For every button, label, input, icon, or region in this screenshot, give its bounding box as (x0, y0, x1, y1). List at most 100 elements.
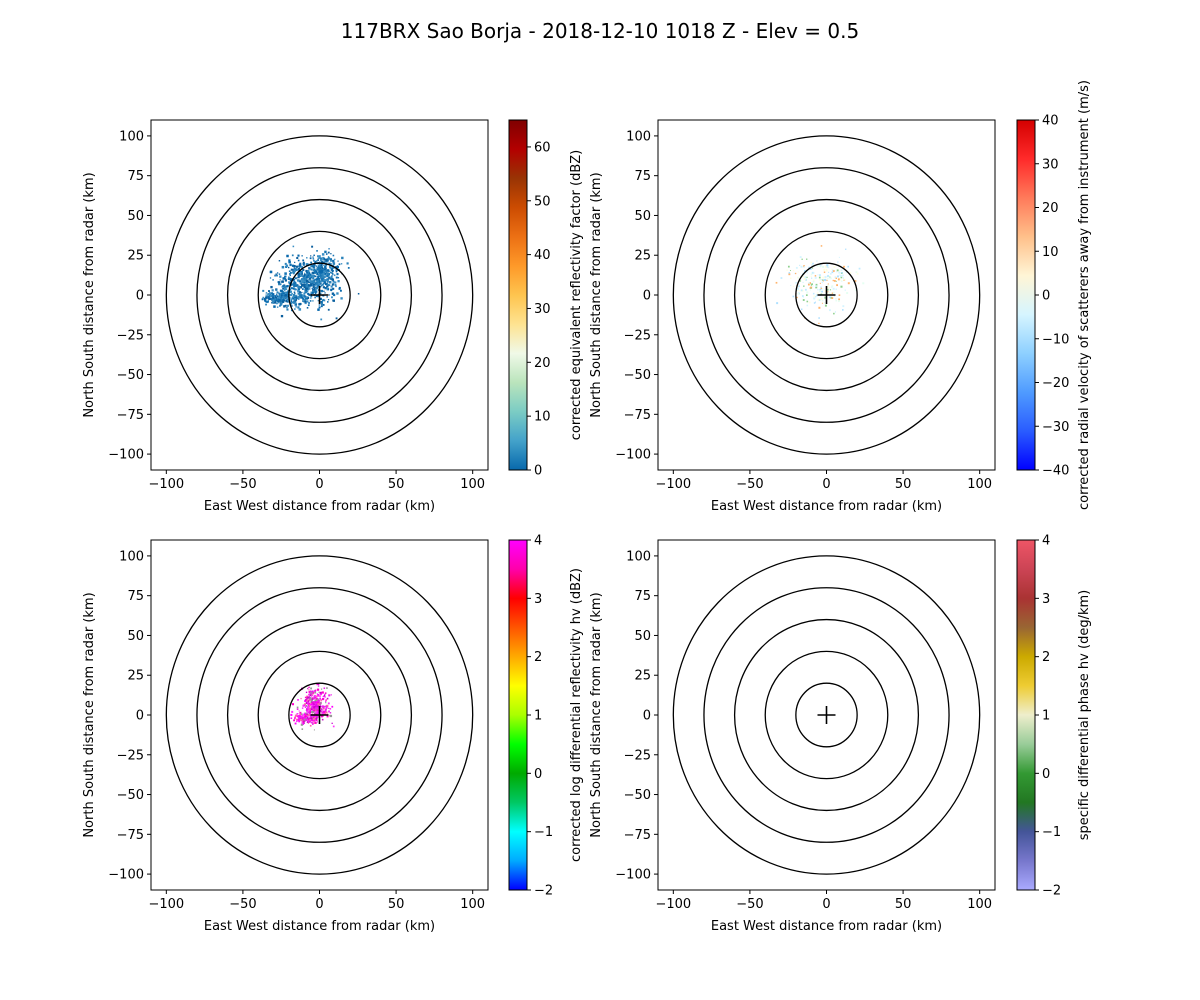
echo-pixel (308, 686, 310, 689)
echo-pixel (290, 298, 293, 301)
echo-pixel (308, 693, 310, 696)
echo-pixel (280, 292, 284, 296)
echo-pixel (305, 287, 308, 290)
echo-pixel (320, 283, 322, 285)
echo-pixel (294, 288, 297, 291)
echo-pixel (318, 700, 320, 703)
x-tick-label: −50 (736, 897, 763, 912)
echo-pixel (314, 708, 316, 710)
echo-pixel (284, 279, 288, 282)
echo-pixel (310, 264, 313, 267)
y-tick-label: −75 (117, 828, 144, 843)
range-ring-100km (672, 555, 981, 875)
y-tick-label: −75 (117, 408, 144, 423)
radar-echoes (775, 245, 865, 325)
echo-pixel (307, 722, 310, 724)
echo-pixel (309, 694, 312, 697)
echo-pixel (814, 301, 817, 303)
echo-pixel (317, 694, 320, 697)
echo-pixel (312, 272, 315, 274)
y-tick-label: 0 (136, 289, 144, 304)
echo-pixel (308, 704, 311, 707)
echo-pixel (326, 273, 328, 276)
range-ring-20km (795, 262, 858, 328)
echo-pixel (291, 301, 294, 304)
echo-pixel (307, 688, 309, 690)
echo-pixel (308, 284, 311, 287)
echo-pixel (312, 693, 314, 695)
echo-pixel (283, 297, 286, 300)
echo-pixel (299, 279, 301, 281)
echo-pixel (314, 292, 317, 295)
y-tick-label: −50 (624, 788, 651, 803)
echo-pixel (827, 277, 829, 280)
echo-pixel (298, 717, 300, 719)
echo-pixel (290, 300, 293, 303)
echo-pixel (320, 289, 324, 293)
echo-pixel (306, 290, 309, 293)
echo-pixel (337, 260, 339, 262)
range-ring-40km (257, 650, 382, 780)
echo-pixel (301, 715, 304, 717)
echo-pixel (312, 279, 315, 282)
colorbar-tick-label: 2 (534, 650, 542, 665)
echo-pixel (304, 715, 307, 718)
echo-pixel (307, 718, 310, 721)
echo-pixel (305, 283, 308, 286)
echo-pixel (835, 299, 837, 302)
echo-pixel (788, 273, 791, 276)
echo-pixel (309, 279, 312, 283)
echo-pixel (309, 698, 311, 701)
echo-pixel (820, 279, 822, 281)
echo-pixel (287, 290, 290, 293)
y-tick-label: −25 (624, 328, 651, 343)
echo-pixel (311, 281, 314, 285)
echo-pixel (822, 265, 824, 268)
echo-pixel (821, 299, 824, 302)
echo-pixel (328, 262, 331, 265)
echo-pixel (331, 722, 333, 724)
echo-pixel (816, 260, 818, 262)
y-tick-label: 50 (634, 209, 651, 224)
echo-pixel (282, 296, 285, 298)
echo-pixel (320, 266, 323, 269)
echo-pixel (307, 714, 310, 716)
echo-pixel (842, 305, 845, 308)
echo-pixel (840, 280, 843, 282)
echo-pixel (292, 301, 295, 304)
echo-pixel (320, 305, 323, 308)
echo-pixel (313, 729, 315, 731)
echo-pixel (304, 703, 306, 705)
echo-pixel (317, 284, 320, 287)
echo-pixel (272, 279, 274, 281)
echo-pixel (278, 273, 281, 275)
echo-pixel (820, 245, 823, 247)
echo-pixel (306, 717, 309, 719)
echo-pixel (338, 286, 341, 289)
x-tick-label: −50 (229, 477, 256, 492)
echo-pixel (331, 296, 333, 299)
echo-pixel (313, 697, 316, 700)
echo-pixel (838, 263, 840, 265)
echo-pixel (289, 274, 291, 277)
echo-pixel (290, 309, 293, 312)
echo-pixel (308, 714, 311, 717)
echo-pixel (309, 713, 311, 715)
echo-pixel (292, 282, 295, 285)
echo-pixel (325, 711, 328, 714)
echo-pixel (320, 702, 322, 704)
echo-pixel (267, 296, 270, 299)
echo-pixel (844, 289, 846, 291)
colorbar-tick-label: 1 (534, 709, 542, 724)
echo-pixel (827, 271, 830, 273)
echo-pixel (323, 290, 325, 292)
echo-pixel (840, 285, 843, 288)
echo-pixel (291, 254, 294, 257)
echo-pixel (810, 286, 813, 289)
echo-pixel (818, 317, 820, 319)
echo-pixel (847, 282, 850, 285)
echo-pixel (855, 271, 858, 274)
echo-pixel (306, 717, 309, 720)
echo-pixel (298, 715, 301, 718)
echo-pixel (812, 279, 815, 282)
